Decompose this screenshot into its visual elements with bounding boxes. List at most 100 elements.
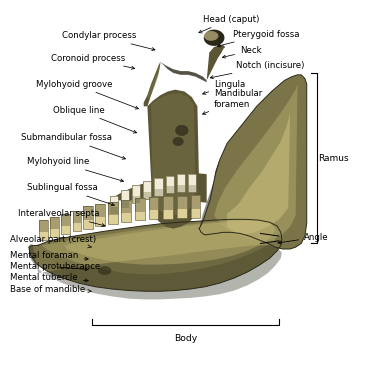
Polygon shape <box>204 30 225 46</box>
Text: Body: Body <box>174 334 197 343</box>
Polygon shape <box>39 220 48 232</box>
Polygon shape <box>154 178 163 196</box>
Polygon shape <box>108 202 118 224</box>
Polygon shape <box>214 84 298 241</box>
Text: Mental foraman: Mental foraman <box>10 251 88 260</box>
Polygon shape <box>154 178 163 196</box>
Text: Mylohyoid groove: Mylohyoid groove <box>36 80 138 109</box>
Polygon shape <box>177 174 185 192</box>
Polygon shape <box>95 204 105 226</box>
Text: Oblique line: Oblique line <box>53 106 136 133</box>
Polygon shape <box>147 65 160 99</box>
Polygon shape <box>135 198 145 212</box>
Polygon shape <box>177 185 185 192</box>
Polygon shape <box>177 174 185 192</box>
Polygon shape <box>29 243 282 299</box>
Polygon shape <box>121 190 129 208</box>
Text: Interalveolar septa: Interalveolar septa <box>17 209 105 227</box>
Polygon shape <box>83 206 93 229</box>
Polygon shape <box>149 197 158 219</box>
Text: Pterygoid fossa: Pterygoid fossa <box>218 29 299 47</box>
Polygon shape <box>143 181 152 199</box>
Polygon shape <box>132 185 140 203</box>
Polygon shape <box>132 185 140 203</box>
Polygon shape <box>143 181 152 199</box>
Polygon shape <box>135 198 145 221</box>
Polygon shape <box>39 220 48 240</box>
Polygon shape <box>188 185 196 192</box>
Polygon shape <box>163 196 173 219</box>
Polygon shape <box>188 174 196 192</box>
Polygon shape <box>108 202 118 224</box>
Polygon shape <box>188 174 196 192</box>
Polygon shape <box>108 202 118 215</box>
Polygon shape <box>98 266 111 275</box>
Polygon shape <box>50 217 59 237</box>
Text: Submandibular fossa: Submandibular fossa <box>21 133 125 159</box>
Text: Sublingual fossa: Sublingual fossa <box>27 183 114 206</box>
Text: Alveolar part (crest): Alveolar part (crest) <box>10 235 97 248</box>
Polygon shape <box>29 219 282 291</box>
Polygon shape <box>121 201 129 208</box>
Text: Notch (incisure): Notch (incisure) <box>210 61 305 79</box>
Polygon shape <box>39 220 48 240</box>
Polygon shape <box>42 221 277 274</box>
Polygon shape <box>149 197 158 219</box>
Text: Mental tubercle: Mental tubercle <box>10 273 88 282</box>
Polygon shape <box>191 195 200 218</box>
Text: Angle: Angle <box>278 232 329 244</box>
Polygon shape <box>83 206 93 229</box>
Text: Mental protuberance: Mental protuberance <box>10 262 100 271</box>
Text: Base of mandible: Base of mandible <box>10 285 91 294</box>
Text: Neck: Neck <box>222 46 262 58</box>
Text: Head (caput): Head (caput) <box>199 15 259 33</box>
Polygon shape <box>173 137 184 146</box>
Polygon shape <box>83 206 93 220</box>
Polygon shape <box>207 45 225 80</box>
Polygon shape <box>135 198 145 221</box>
Polygon shape <box>177 196 187 218</box>
Polygon shape <box>191 195 200 209</box>
Polygon shape <box>227 114 290 234</box>
Polygon shape <box>166 176 174 193</box>
Polygon shape <box>132 196 140 203</box>
Polygon shape <box>147 90 199 229</box>
Text: Lingula: Lingula <box>203 80 245 94</box>
Polygon shape <box>160 62 207 82</box>
Polygon shape <box>144 62 160 106</box>
Text: Mylohyoid line: Mylohyoid line <box>27 157 124 182</box>
Polygon shape <box>204 31 218 41</box>
Polygon shape <box>110 196 118 214</box>
Polygon shape <box>62 214 70 234</box>
Polygon shape <box>177 196 187 209</box>
Polygon shape <box>110 173 207 203</box>
Text: Mandibular
foramen: Mandibular foramen <box>203 89 262 114</box>
Polygon shape <box>50 217 59 229</box>
Polygon shape <box>143 192 152 199</box>
Polygon shape <box>122 200 131 213</box>
Polygon shape <box>62 214 70 226</box>
Polygon shape <box>122 200 131 222</box>
Polygon shape <box>154 189 163 196</box>
Polygon shape <box>110 196 118 214</box>
Polygon shape <box>95 204 105 217</box>
Text: Ramus: Ramus <box>318 154 349 163</box>
Polygon shape <box>175 125 188 136</box>
Polygon shape <box>64 221 275 264</box>
Polygon shape <box>122 200 131 222</box>
Polygon shape <box>110 207 118 214</box>
Polygon shape <box>191 195 200 218</box>
Polygon shape <box>199 160 220 229</box>
Polygon shape <box>50 217 59 237</box>
Polygon shape <box>166 176 174 193</box>
Polygon shape <box>121 190 129 208</box>
Polygon shape <box>73 211 81 231</box>
Polygon shape <box>149 197 158 211</box>
Polygon shape <box>95 204 105 226</box>
Text: Coronoid process: Coronoid process <box>51 54 135 69</box>
Polygon shape <box>73 211 81 231</box>
Polygon shape <box>177 196 187 218</box>
Polygon shape <box>73 211 81 223</box>
Polygon shape <box>62 214 70 234</box>
Polygon shape <box>163 196 173 210</box>
